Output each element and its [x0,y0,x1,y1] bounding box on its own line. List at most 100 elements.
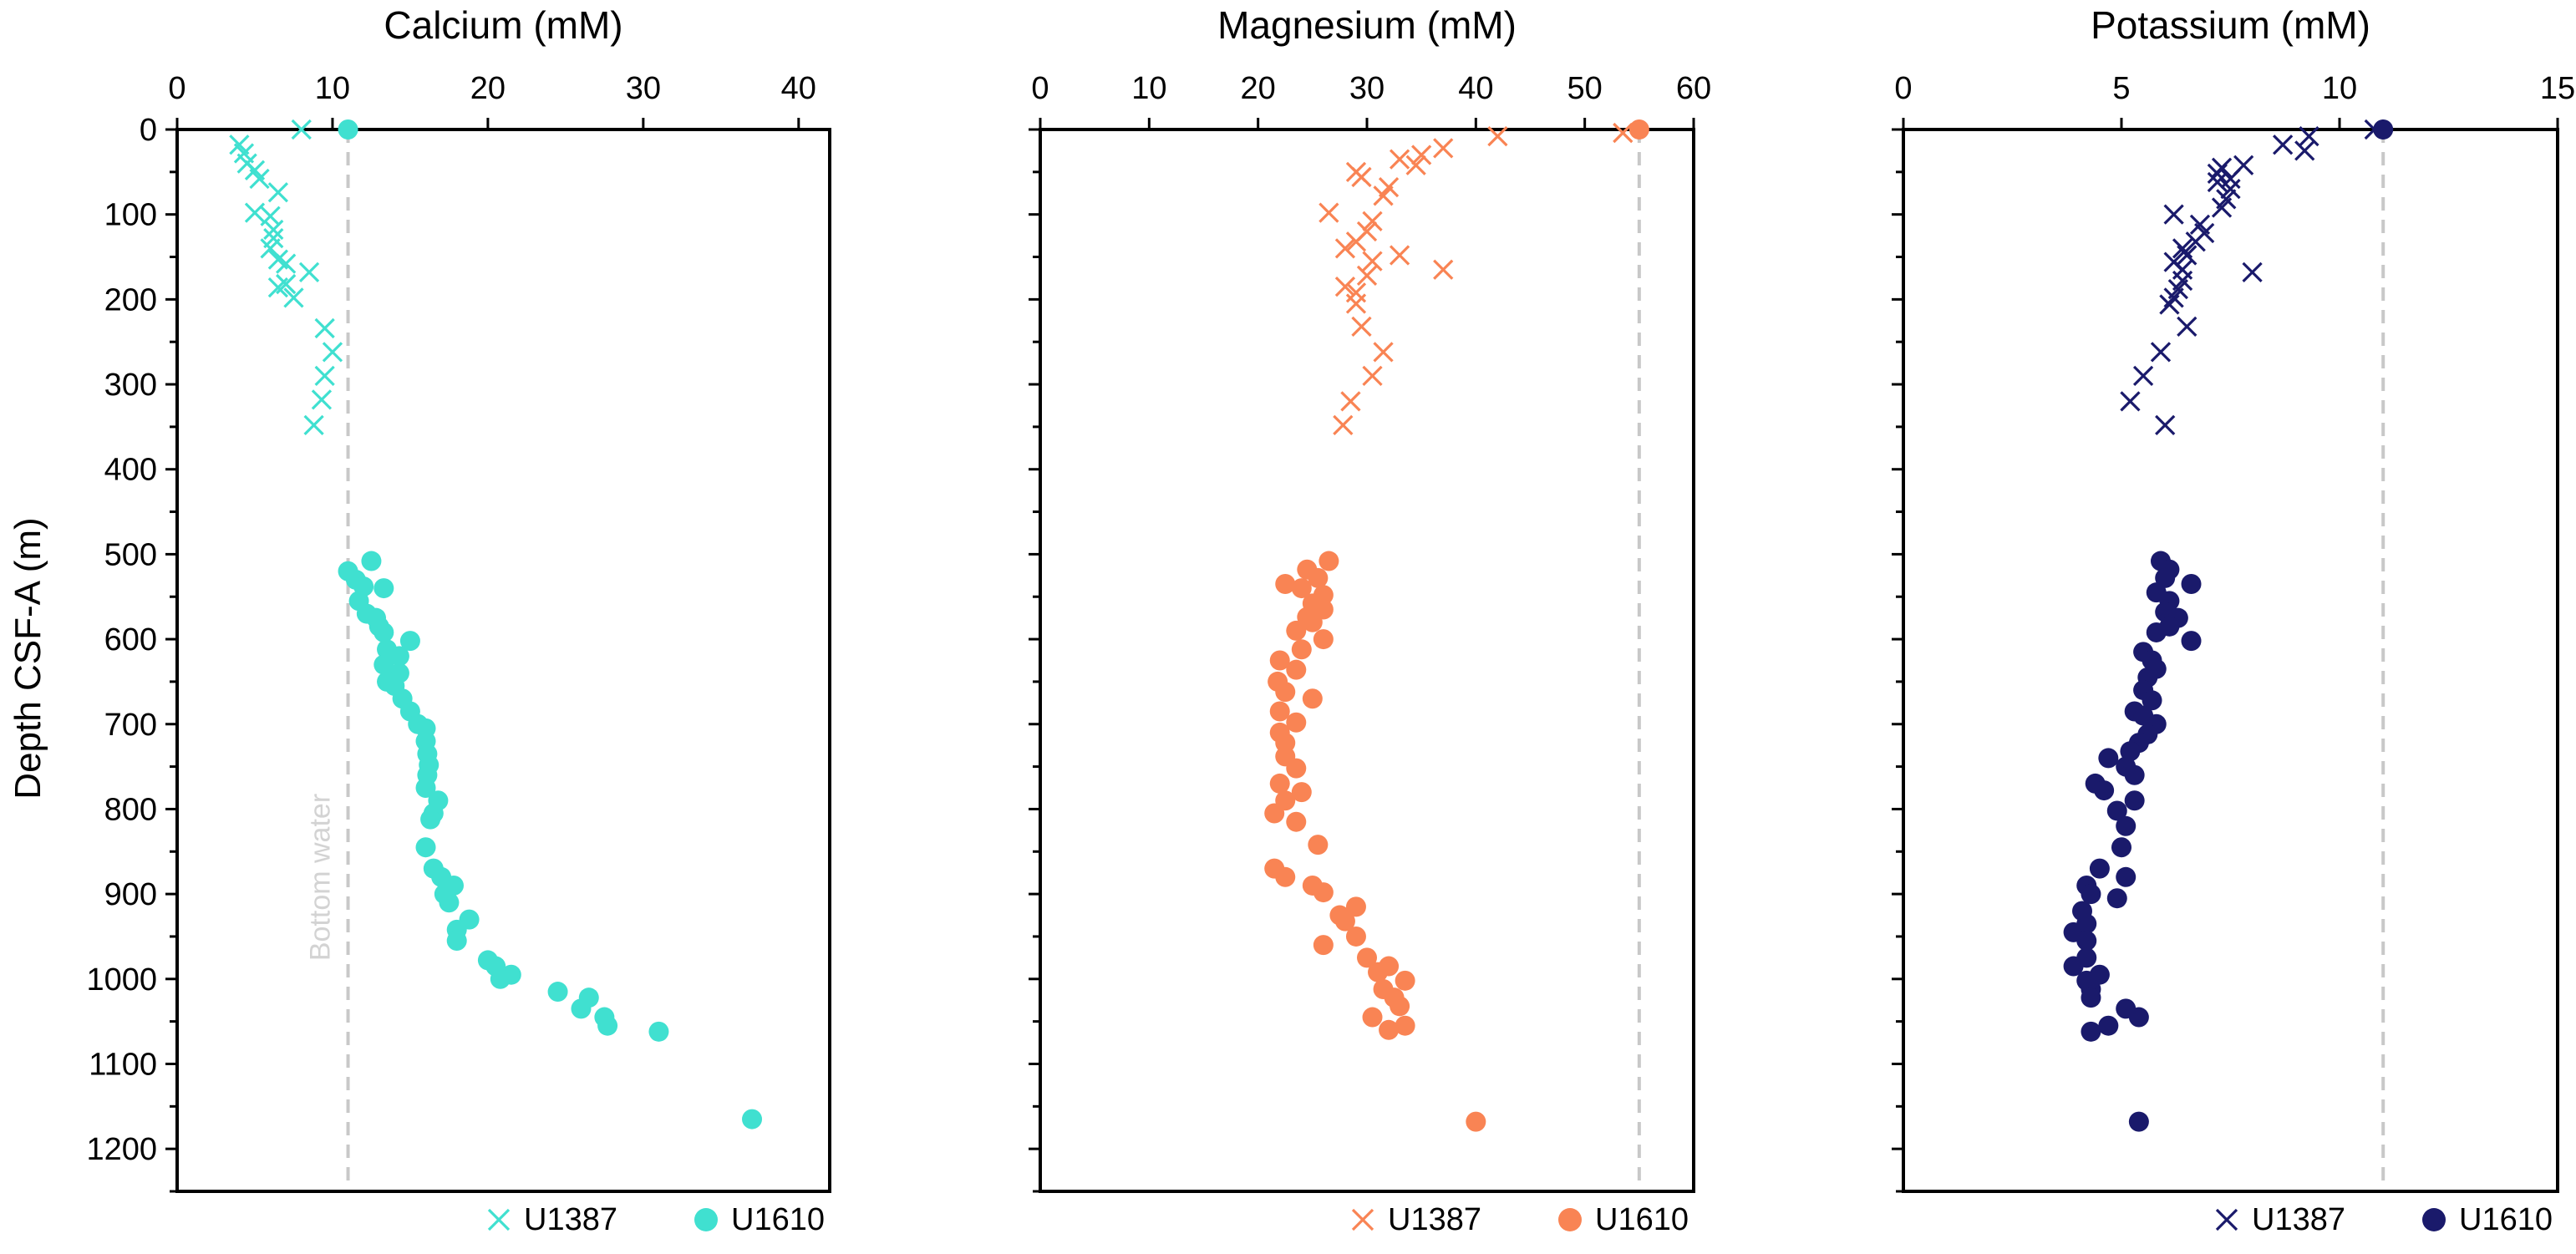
magnesium-point-u1387 [1362,251,1383,272]
calcium-series-u1387 [229,119,343,435]
magnesium-point-u1610 [1313,882,1334,903]
calcium-point-u1387 [263,219,284,241]
y-tick-label: 200 [104,282,157,317]
magnesium-x-tick-label: 20 [1241,71,1276,106]
magnesium-x-tick-label: 50 [1567,71,1603,106]
potassium-point-u1387 [2132,365,2154,387]
magnesium-point-u1387 [1362,211,1383,231]
magnesium-point-u1387 [1433,138,1454,159]
magnesium-legend: U1387 U1610 [1351,1202,1689,1237]
magnesium-x-tick-label: 40 [1458,71,1493,106]
calcium-point-u1610 [415,837,436,858]
magnesium-point-u1610 [1264,803,1285,824]
potassium-point-u1610 [2373,119,2394,140]
y-tick-label: 1000 [86,962,157,998]
calcium-point-u1610 [415,778,436,799]
y-tick-label: 900 [104,877,157,912]
potassium-point-u1610 [2124,790,2145,811]
calcium-point-u1610 [389,646,409,667]
magnesium-point-u1610 [1379,1019,1400,1040]
magnesium-point-u1610 [1291,578,1312,599]
calcium-point-u1387 [291,119,312,140]
potassium-point-u1387 [2207,171,2228,193]
potassium-point-u1610 [2111,837,2131,858]
magnesium-point-u1387 [1405,155,1426,175]
calcium-point-u1610 [648,1021,669,1042]
potassium-point-u1387 [2177,316,2197,338]
magnesium-point-u1610 [1286,712,1307,733]
potassium-series-u1387 [2120,119,2385,435]
magnesium-point-u1610 [1395,970,1415,991]
magnesium-point-u1387 [1362,365,1383,387]
magnesium-point-u1387 [1487,126,1508,147]
magnesium-point-u1610 [1275,573,1296,594]
potassium-series-u1610 [2063,119,2394,1132]
calcium-point-u1610 [373,654,394,675]
potassium-point-u1610 [2089,858,2110,879]
calcium-x-tick-label: 0 [168,71,185,106]
calcium-point-u1610 [373,622,394,642]
magnesium-point-u1610 [1291,782,1312,803]
calcium-point-u1387 [314,365,335,387]
calcium-point-u1610 [490,968,511,989]
calcium-legend-u1387-marker [487,1208,511,1231]
calcium-point-u1387 [267,277,289,298]
calcium-point-u1610 [571,998,592,1019]
magnesium-point-u1387 [1333,414,1354,435]
magnesium-x-tick-label: 0 [1031,71,1049,106]
potassium-legend: U1387 U1610 [2215,1202,2553,1237]
calcium-point-u1610 [547,982,568,1003]
calcium-chart-title: Calcium (mM) [384,3,622,47]
potassium-point-u1387 [2294,140,2315,161]
potassium-point-u1387 [2220,179,2241,200]
magnesium-point-u1610 [1286,659,1307,680]
potassium-legend-u1387-label: U1387 [2252,1202,2345,1237]
potassium-point-u1610 [2146,622,2167,642]
y-tick-label: 100 [104,198,157,233]
potassium-x-tick-label: 15 [2540,71,2575,106]
potassium-point-u1387 [2150,342,2172,363]
bottom-water-label: Bottom water [305,794,337,961]
calcium-point-u1610 [338,119,358,140]
potassium-point-u1610 [2116,815,2137,836]
potassium-point-u1610 [2098,1015,2119,1036]
y-tick-label: 0 [140,113,157,148]
calcium-point-u1610 [742,1109,763,1130]
potassium-point-u1610 [2155,567,2176,588]
potassium-point-u1610 [2081,1021,2101,1042]
potassium-point-u1610 [2081,987,2101,1008]
calcium-point-u1387 [260,238,281,259]
potassium-point-u1610 [2106,800,2127,821]
magnesium-point-u1387 [1340,391,1361,412]
potassium-point-u1610 [2124,764,2145,785]
y-tick-label: 300 [104,368,157,403]
potassium-point-u1387 [2177,245,2197,266]
magnesium-point-u1610 [1334,911,1355,932]
calcium-legend-u1387-label: U1387 [524,1202,617,1237]
calcium-point-u1610 [361,551,382,571]
potassium-panel: Potassium (mM) 0 5 10 15 U1387 U1610 [1892,3,2575,1237]
calcium-legend-u1610-marker [694,1208,718,1231]
magnesium-point-u1610 [1269,650,1290,671]
y-tick-label: 1100 [89,1047,157,1082]
magnesium-point-u1387 [1345,231,1367,252]
potassium-point-u1610 [2120,741,2141,762]
magnesium-legend-u1610-marker [1558,1208,1582,1231]
magnesium-x-tick-label: 60 [1676,71,1711,106]
potassium-x-tick-label: 0 [1894,71,1912,106]
magnesium-chart-title: Magnesium (mM) [1217,3,1517,47]
potassium-point-u1610 [2128,1007,2149,1028]
potassium-point-u1610 [2142,690,2162,711]
magnesium-x-tick-label: 30 [1349,71,1385,106]
calcium-point-u1387 [244,202,266,223]
magnesium-point-u1387 [1351,316,1372,338]
y-tick-label: 800 [104,792,157,827]
magnesium-point-u1610 [1313,629,1334,650]
magnesium-point-u1610 [1269,773,1290,794]
calcium-point-u1387 [283,287,304,308]
magnesium-point-u1387 [1345,293,1367,314]
magnesium-point-u1610 [1286,758,1307,779]
magnesium-legend-u1610-label: U1610 [1595,1202,1689,1237]
calcium-point-u1387 [303,414,324,435]
magnesium-point-u1610 [1357,947,1377,968]
